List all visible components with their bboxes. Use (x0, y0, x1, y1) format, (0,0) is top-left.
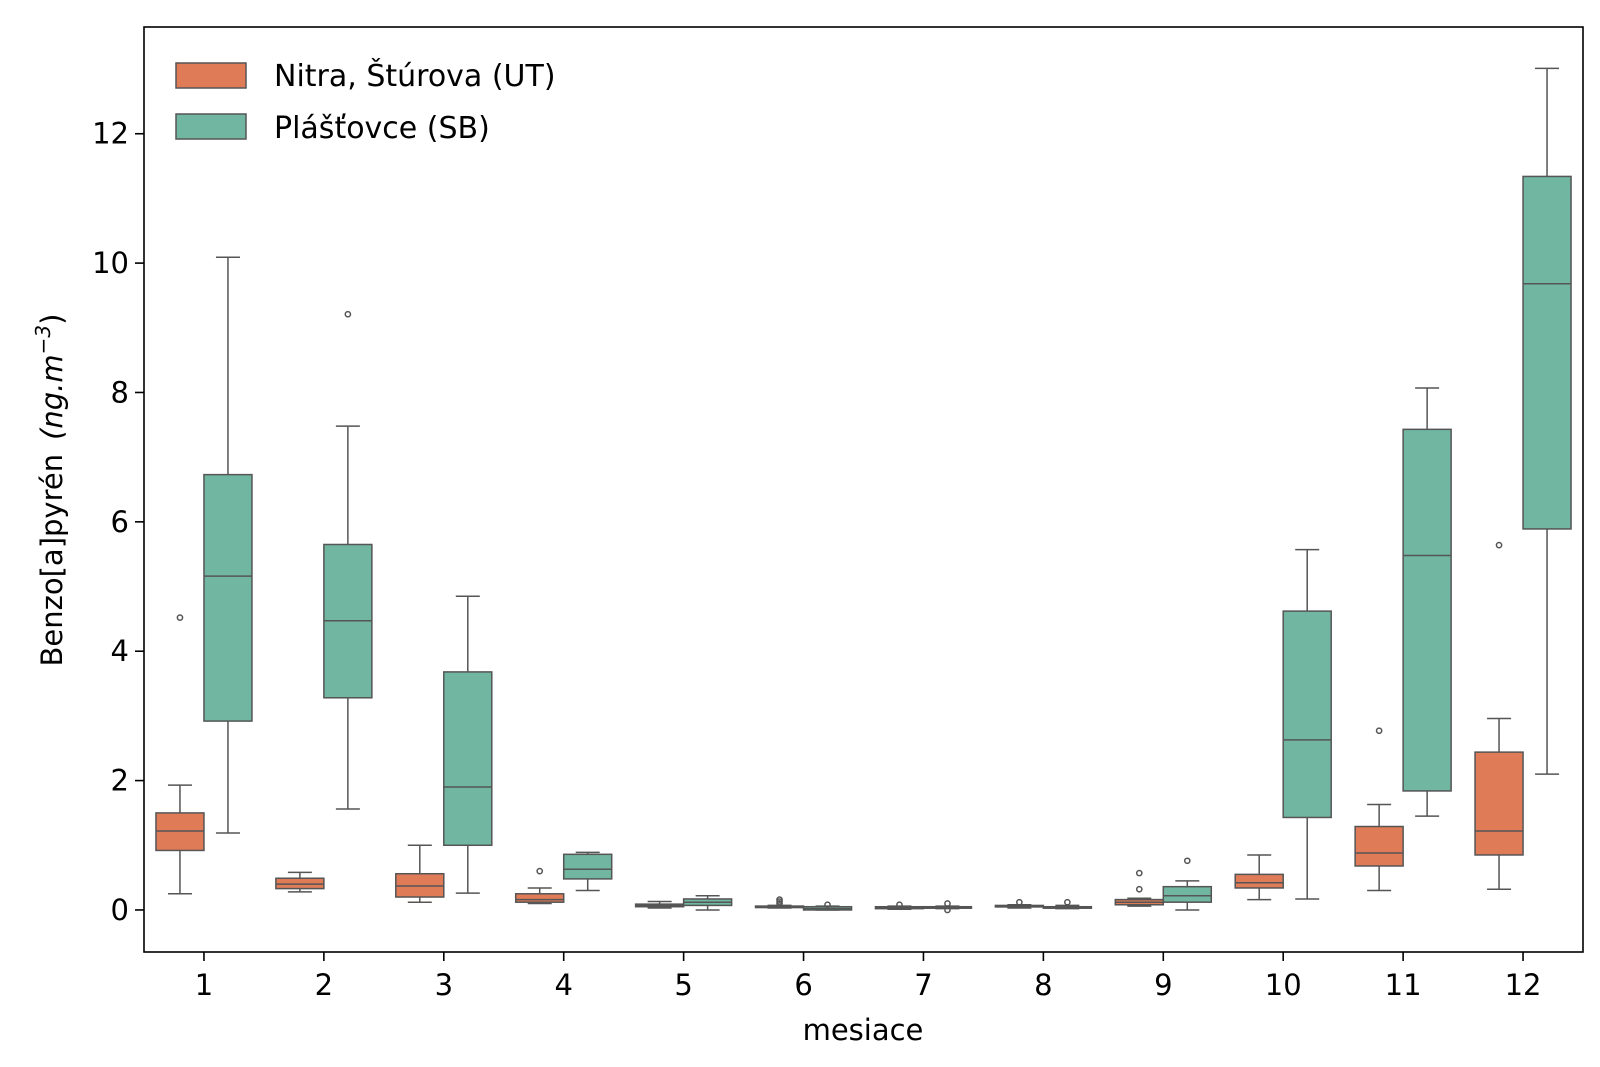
legend-swatch-plastovce (175, 113, 247, 140)
x-axis: 1 2 3 4 5 6 7 8 9 10 11 12 (195, 952, 1542, 1002)
y-tick-label: 4 (111, 634, 129, 668)
y-axis-title-close: ) (35, 314, 69, 325)
box (203, 473, 253, 722)
box-group (1474, 541, 1524, 891)
box-group (275, 871, 325, 893)
box-group (1162, 857, 1213, 911)
outlier-point (944, 906, 951, 914)
outlier-point (536, 867, 544, 875)
outlier-point (944, 900, 951, 907)
box-group (1042, 898, 1093, 910)
box-group (874, 901, 925, 911)
legend-label-plastovce: Plášťovce (SB) (274, 111, 490, 146)
legend-label-nitra: Nitra, Štúrova (UT) (274, 57, 556, 94)
y-tick-label: 2 (111, 764, 129, 798)
y-axis: 0 2 4 6 8 10 12 (92, 117, 144, 927)
box-group (1354, 727, 1404, 892)
y-axis-title-main: Benzo[a]pyrén (35, 454, 69, 667)
outlier-point (824, 901, 831, 909)
box-group (514, 867, 565, 905)
outlier-point (1183, 857, 1191, 865)
box-group (562, 851, 613, 892)
box (514, 893, 565, 903)
box (1402, 428, 1452, 792)
box-group (323, 310, 373, 810)
box-group (1522, 67, 1572, 775)
box-group (395, 844, 445, 903)
box-group (1402, 387, 1452, 817)
boxes-layer (155, 67, 1572, 914)
box (1474, 751, 1524, 856)
box (1354, 825, 1404, 867)
box-group (682, 894, 733, 911)
x-tick-label: 3 (435, 968, 453, 1002)
box-group (203, 256, 253, 834)
x-tick-label: 1 (195, 968, 213, 1002)
x-tick-label: 5 (674, 968, 692, 1002)
y-tick-label: 10 (92, 246, 129, 280)
box (1522, 175, 1572, 530)
box (562, 853, 613, 880)
y-axis-title-exponent: −3 (31, 325, 55, 354)
x-tick-label: 6 (794, 968, 812, 1002)
y-tick-label: 0 (111, 893, 129, 927)
x-tick-label: 12 (1505, 968, 1542, 1002)
y-tick-label: 12 (92, 117, 129, 151)
outlier-point (1495, 541, 1503, 549)
x-tick-label: 10 (1265, 968, 1302, 1002)
box-group (1282, 548, 1332, 900)
plot-frame (143, 26, 1584, 953)
outlier-point (1064, 898, 1071, 906)
x-axis-title: mesiace (803, 1013, 924, 1047)
box-group (155, 614, 205, 895)
box-group (922, 900, 973, 914)
box (1162, 885, 1213, 903)
box (1282, 610, 1332, 819)
outlier-point (776, 896, 783, 903)
legend: Nitra, Štúrova (UT) Plášťovce (SB) (175, 57, 556, 146)
x-tick-label: 9 (1154, 968, 1172, 1002)
box (1234, 873, 1284, 889)
outlier-point (1135, 869, 1143, 877)
outlier-point (896, 901, 903, 909)
x-tick-label: 11 (1385, 968, 1422, 1002)
box (443, 671, 493, 847)
outlier-point (344, 310, 352, 318)
x-tick-label: 7 (914, 968, 932, 1002)
x-tick-label: 4 (554, 968, 572, 1002)
x-tick-label: 8 (1034, 968, 1052, 1002)
x-tick-label: 2 (315, 968, 333, 1002)
outlier-point (1135, 885, 1143, 893)
outlier-point (1016, 898, 1023, 906)
legend-swatch-nitra (175, 62, 247, 89)
y-axis-title: Benzo[a]pyrén (ng.m−3) (31, 314, 69, 667)
outlier-point (176, 614, 184, 621)
box-group (802, 901, 853, 911)
box-group (443, 595, 493, 894)
box-group (1234, 854, 1284, 901)
y-axis-title-unit: (ng.m (35, 354, 69, 440)
y-tick-label: 6 (111, 505, 129, 539)
y-tick-label: 8 (111, 375, 129, 409)
outlier-point (1375, 727, 1383, 735)
